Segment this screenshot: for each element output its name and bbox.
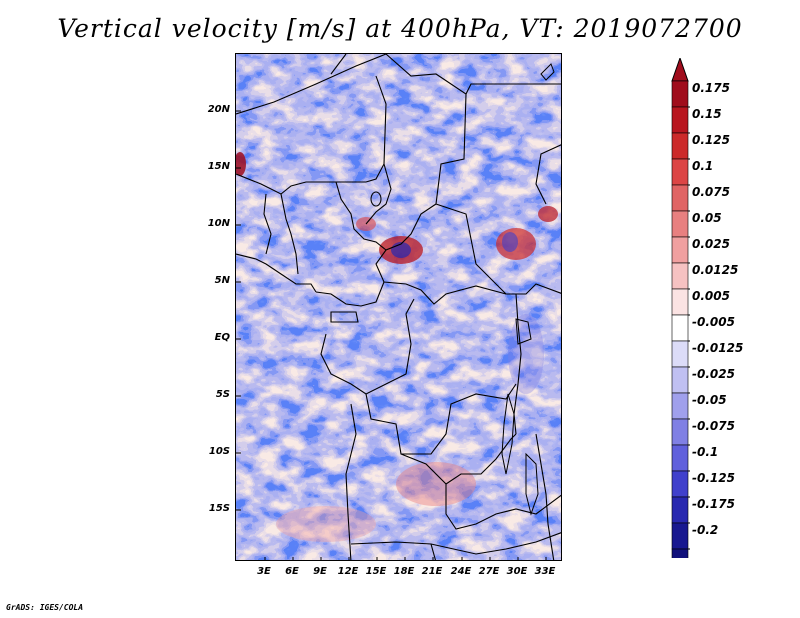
lon-label-18e: 18E	[393, 566, 415, 577]
colorbar-label: -0.1	[692, 445, 719, 459]
lon-label-3e: 3E	[257, 566, 271, 577]
map-svg	[236, 54, 561, 560]
lat-label-10n: 10N	[207, 218, 230, 229]
lon-label-12e: 12E	[337, 566, 359, 577]
colorbar-label: 0.05	[692, 211, 722, 225]
country-boundaries	[236, 54, 561, 560]
colorbar-label: 0.005	[692, 289, 730, 303]
colorbar-label: 0.1	[692, 159, 714, 173]
lon-label-30e: 30E	[506, 566, 528, 577]
colorbar-box	[671, 496, 689, 524]
colorbar-box	[671, 418, 689, 446]
colorbar-box	[671, 158, 689, 186]
colorbar-box	[671, 470, 689, 498]
lon-label-15e: 15E	[365, 566, 387, 577]
lat-label-eq: EQ	[214, 332, 230, 343]
colorbar-label: 0.125	[692, 133, 730, 147]
lat-label-5n: 5N	[214, 275, 230, 286]
colorbar-box	[671, 340, 689, 368]
colorbar-boxes	[671, 58, 689, 558]
colorbar-label: -0.0125	[692, 341, 744, 355]
lon-label-27e: 27E	[478, 566, 500, 577]
colorbar-box	[671, 132, 689, 160]
colorbar-label: 0.15	[692, 107, 722, 121]
colorbar-label: -0.005	[692, 315, 735, 329]
colorbar-box	[671, 314, 689, 342]
colorbar-label: 0.175	[692, 81, 730, 95]
colorbar-box	[671, 392, 689, 420]
colorbar-label: 0.025	[692, 237, 730, 251]
colorbar-box	[671, 184, 689, 212]
colorbar-box	[671, 262, 689, 290]
lon-label-9e: 9E	[313, 566, 327, 577]
lon-label-33e: 33E	[534, 566, 556, 577]
vertical-velocity-map	[235, 53, 562, 561]
lon-label-21e: 21E	[421, 566, 443, 577]
lat-label-15n: 15N	[207, 161, 230, 172]
lon-label-6e: 6E	[285, 566, 299, 577]
axis-ticks	[236, 110, 547, 560]
colorbar-box	[671, 444, 689, 472]
colorbar-label: -0.05	[692, 393, 727, 407]
lon-label-24e: 24E	[450, 566, 472, 577]
colorbar	[671, 58, 690, 558]
colorbar-ticks	[688, 106, 690, 550]
colorbar-label: 0.075	[692, 185, 730, 199]
colorbar-box	[671, 288, 689, 316]
chart-title: Vertical velocity [m/s] at 400hPa, VT: 2…	[57, 14, 743, 43]
lat-label-5s: 5S	[215, 389, 230, 400]
colorbar-label: -0.175	[692, 497, 735, 511]
colorbar-label: -0.075	[692, 419, 735, 433]
lat-label-20n: 20N	[207, 104, 230, 115]
grads-credit: GrADS: IGES/COLA	[6, 603, 84, 612]
lat-label-10s: 10S	[208, 446, 230, 457]
colorbar-top-cap	[671, 58, 689, 82]
colorbar-box	[671, 522, 689, 550]
lakes	[370, 63, 555, 516]
colorbar-label: 0.0125	[692, 263, 739, 277]
colorbar-label: -0.2	[692, 523, 719, 537]
lat-label-15s: 15S	[208, 503, 230, 514]
colorbar-label: -0.025	[692, 367, 735, 381]
colorbar-box	[671, 236, 689, 264]
velocity-texture	[236, 54, 561, 560]
colorbar-box	[671, 80, 689, 108]
colorbar-box	[671, 366, 689, 394]
colorbar-box	[671, 210, 689, 238]
colorbar-label: -0.125	[692, 471, 735, 485]
colorbar-box	[671, 548, 689, 558]
colorbar-box	[671, 106, 689, 134]
